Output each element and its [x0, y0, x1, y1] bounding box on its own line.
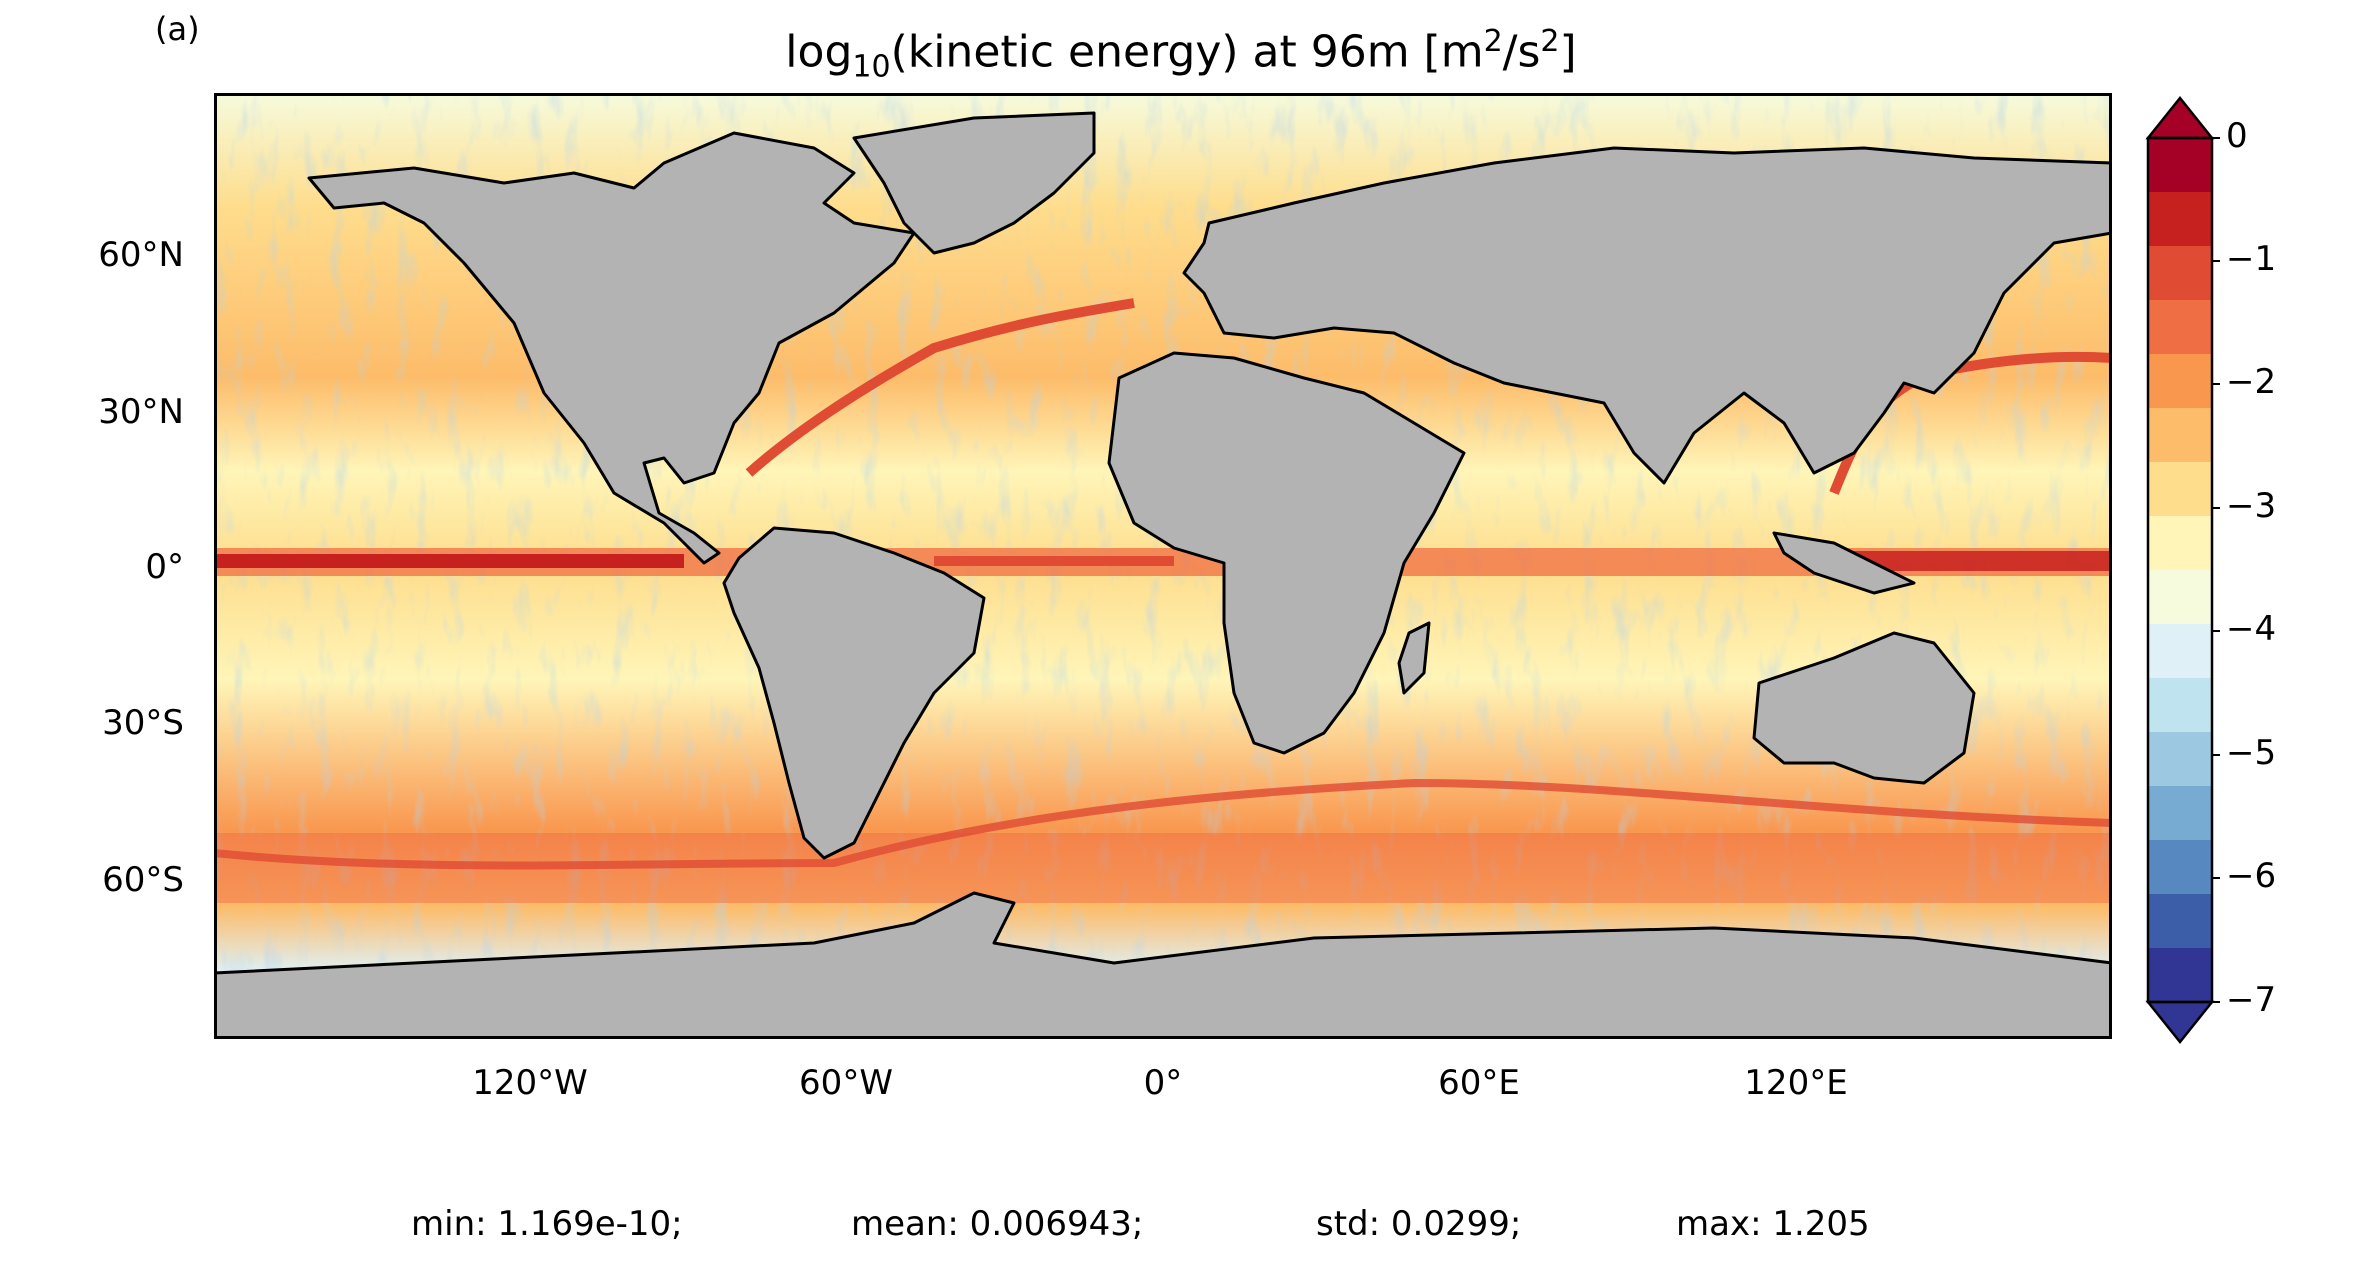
- south-america: [722, 526, 986, 860]
- map-panel: [214, 93, 2112, 1039]
- continents: [214, 111, 2112, 1039]
- colorbar-level-8: [2148, 570, 2212, 625]
- colorbar-tick-0: 0: [2226, 116, 2248, 156]
- colorbar-level-2: [2148, 246, 2212, 301]
- equatorial-current: [214, 554, 684, 568]
- colorbar-level-12: [2148, 786, 2212, 841]
- colorbar-level-14: [2148, 894, 2212, 949]
- stat-mean: mean: 0.006943;: [851, 1204, 1144, 1244]
- australia: [1752, 631, 1976, 785]
- map-title: log10(kinetic energy) at 96m [m2/s2]: [785, 24, 1577, 85]
- lon-label-60e: 60°E: [1438, 1063, 1520, 1103]
- colorbar-level-3: [2148, 300, 2212, 355]
- colorbar-level-13: [2148, 840, 2212, 895]
- lat-label-60s: 60°S: [102, 860, 184, 900]
- colorbar-tick-3: −3: [2226, 486, 2277, 526]
- lon-label-60w: 60°W: [799, 1063, 893, 1103]
- colorbar-level-6: [2148, 462, 2212, 517]
- indonesia: [1772, 531, 1916, 595]
- africa: [1107, 351, 1466, 755]
- colorbar-tick-4: −4: [2226, 609, 2277, 649]
- lat-label-60n: 60°N: [98, 235, 184, 275]
- lat-label-30n: 30°N: [98, 392, 184, 432]
- colorbar-tick-2: −2: [2226, 362, 2277, 402]
- lat-label-30s: 30°S: [102, 703, 184, 743]
- colorbar-tick-1: −1: [2226, 239, 2277, 279]
- antarctica: [214, 891, 2112, 1039]
- colorbar-bottom-arrow: [2145, 1000, 2215, 1045]
- colorbar-level-4: [2148, 354, 2212, 409]
- north-america: [307, 131, 916, 565]
- gulf-stream: [745, 298, 1135, 477]
- map-frame: [214, 93, 2112, 1039]
- colorbar-top-arrow: [2145, 95, 2215, 140]
- eurasia: [1182, 146, 2112, 485]
- greenland: [852, 111, 1096, 255]
- colorbar-tick-6: −6: [2226, 856, 2277, 896]
- stat-min: min: 1.169e-10;: [411, 1204, 683, 1244]
- lon-label-120e: 120°E: [1744, 1063, 1848, 1103]
- equatorial-current-atlantic: [934, 556, 1174, 566]
- colorbar-level-7: [2148, 516, 2212, 571]
- colorbar-level-11: [2148, 732, 2212, 787]
- colorbar-tick-5: −5: [2226, 733, 2277, 773]
- lon-label-0: 0°: [1143, 1063, 1183, 1103]
- madagascar: [1397, 621, 1431, 695]
- stat-max: max: 1.205: [1676, 1204, 1870, 1244]
- equatorial-current-pacific-west: [1834, 551, 2112, 571]
- colorbar-level-9: [2148, 624, 2212, 679]
- stat-std: std: 0.0299;: [1316, 1204, 1522, 1244]
- lon-label-120w: 120°W: [472, 1063, 588, 1103]
- antarctic-circumpolar-current: [214, 778, 2112, 870]
- colorbar-level-15: [2148, 948, 2212, 1003]
- panel-label: (a): [155, 10, 200, 48]
- colorbar-level-10: [2148, 678, 2212, 733]
- lat-label-eq: 0°: [145, 547, 184, 587]
- world-map: [214, 93, 2112, 1039]
- colorbar-tick-7: −7: [2226, 980, 2277, 1020]
- colorbar-level-1: [2148, 192, 2212, 247]
- colorbar: [2145, 95, 2220, 1045]
- colorbar-level-0: [2148, 138, 2212, 193]
- colorbar-level-5: [2148, 408, 2212, 463]
